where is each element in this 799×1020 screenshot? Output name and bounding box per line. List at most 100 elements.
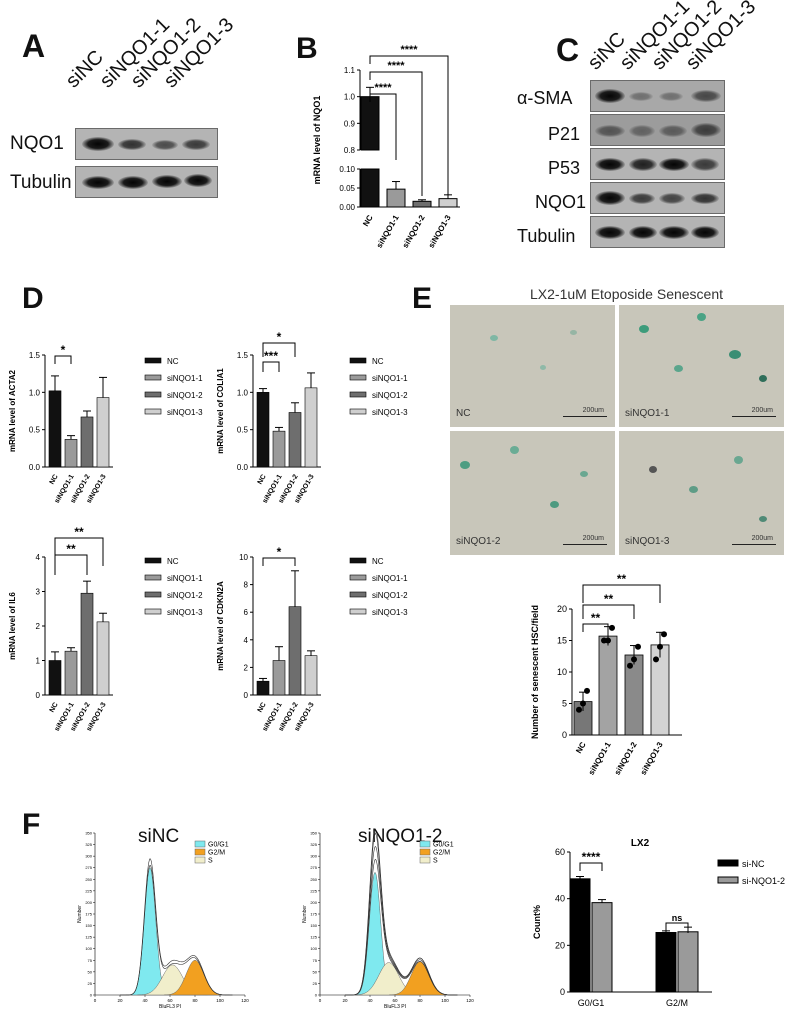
- significance-label: ****: [400, 44, 418, 56]
- panel-a-letter: A: [22, 28, 46, 64]
- significance-bracket: [579, 862, 603, 871]
- legend-swatch: [349, 557, 367, 564]
- significance-bracket: [582, 604, 635, 619]
- legend-label: siNQO1-3: [167, 408, 203, 417]
- legend-swatch: [194, 848, 206, 856]
- y-axis-label: mRNA level of ACTA2: [8, 369, 17, 451]
- y-tick-label: 25: [313, 981, 318, 986]
- scale-bar: [563, 544, 607, 545]
- legend-label: NC: [167, 557, 179, 566]
- legend-swatch: [717, 859, 739, 867]
- significance-bracket: [54, 537, 104, 566]
- y-tick-label: 100: [310, 946, 317, 951]
- blot-tubulin-c: [590, 216, 725, 248]
- y-tick-label: 1.0: [237, 388, 249, 397]
- blot-row-label: NQO1: [535, 192, 587, 212]
- blot-p21: [590, 114, 725, 146]
- legend-label: G0/G1: [208, 842, 229, 849]
- y-tick-label: 0: [36, 691, 41, 700]
- bar: [256, 392, 270, 468]
- y-tick-label: 0.8: [344, 146, 356, 155]
- data-point: [605, 637, 611, 644]
- panel-f-letter: F: [22, 808, 41, 841]
- significance-label: ****: [374, 82, 392, 94]
- scale-bar: [732, 544, 776, 545]
- significance-label: ****: [582, 850, 601, 864]
- x-tick-label: siNQO1-2: [401, 213, 427, 250]
- y-tick-label: 100: [85, 946, 92, 951]
- significance-label: ns: [672, 913, 683, 923]
- legend-swatch: [349, 574, 367, 581]
- significance-label: ***: [264, 349, 278, 363]
- y-axis-label: Number: [302, 905, 308, 923]
- legend-label: si-NC: [742, 859, 765, 869]
- micrograph-sinqo1-1: siNQO1-1 200um: [619, 305, 784, 427]
- bar: [64, 439, 78, 468]
- x-tick-label: siNQO1-2: [613, 740, 639, 777]
- legend-label: siNQO1-2: [372, 591, 408, 600]
- legend-swatch: [194, 856, 206, 864]
- data-point: [657, 643, 663, 650]
- x-tick-label: 20: [342, 998, 348, 1003]
- legend-swatch: [349, 591, 367, 598]
- y-tick-label: 0.05: [339, 184, 355, 193]
- significance-label: *: [61, 343, 66, 357]
- x-tick-label: NC: [257, 702, 268, 714]
- x-tick-label: 120: [466, 998, 474, 1003]
- blot-tubulin: [75, 166, 218, 198]
- significance-bracket: [582, 623, 609, 632]
- micrograph-label: NC: [456, 408, 471, 419]
- y-tick-label: 20: [557, 604, 567, 614]
- significance-bracket: [369, 93, 397, 160]
- data-point: [609, 624, 615, 631]
- legend-swatch: [419, 840, 431, 848]
- bar: [386, 188, 406, 208]
- x-tick-label: NC: [49, 702, 60, 714]
- legend-label: siNQO1-1: [372, 374, 408, 383]
- legend-swatch: [144, 374, 162, 381]
- x-tick-label: 100: [441, 998, 449, 1003]
- x-tick-label: 80: [417, 998, 423, 1003]
- y-axis-label: Number of senescent HSC/field: [530, 605, 540, 739]
- significance-label: **: [591, 611, 601, 625]
- x-tick-label: siNQO1-1: [587, 740, 613, 777]
- blot-row-label: P53: [548, 158, 581, 178]
- micrograph-label: siNQO1-2: [456, 536, 501, 547]
- y-tick-label: 250: [310, 877, 317, 882]
- bar: [360, 96, 380, 151]
- bar: [677, 931, 699, 993]
- x-tick-label: G2/M: [666, 998, 688, 1008]
- bar: [272, 430, 286, 468]
- legend-swatch: [349, 608, 367, 615]
- bar: [591, 902, 613, 993]
- legend-label: siNQO1-1: [372, 574, 408, 583]
- y-tick-label: 0.0: [29, 463, 41, 472]
- y-tick-label: 0: [562, 730, 567, 740]
- panel-c-letter: C: [556, 32, 580, 68]
- y-tick-label: 200: [310, 900, 317, 905]
- x-tick-label: 0: [94, 998, 97, 1003]
- legend-swatch: [144, 408, 162, 415]
- blot-row-label: Tubulin: [10, 172, 72, 193]
- data-point: [627, 662, 633, 669]
- bar: [48, 390, 62, 468]
- bar: [598, 635, 618, 736]
- bar: [48, 660, 62, 696]
- legend-label: siNQO1-2: [372, 391, 408, 400]
- bar: [64, 650, 78, 696]
- data-point: [635, 643, 641, 650]
- y-tick-label: 300: [310, 854, 317, 859]
- legend-swatch: [349, 391, 367, 398]
- x-tick-label: 60: [392, 998, 398, 1003]
- blot-nqo1: [75, 128, 218, 160]
- panel-e-letter: E: [412, 282, 433, 315]
- y-tick-label: 10: [239, 553, 248, 562]
- bar: [655, 932, 677, 993]
- bar: [80, 592, 94, 696]
- x-tick-label: 80: [192, 998, 198, 1003]
- bar: [96, 621, 110, 696]
- bar: [96, 397, 110, 468]
- significance-bracket: [665, 922, 689, 933]
- legend-label: G2/M: [433, 850, 450, 857]
- y-tick-label: 1: [36, 657, 41, 666]
